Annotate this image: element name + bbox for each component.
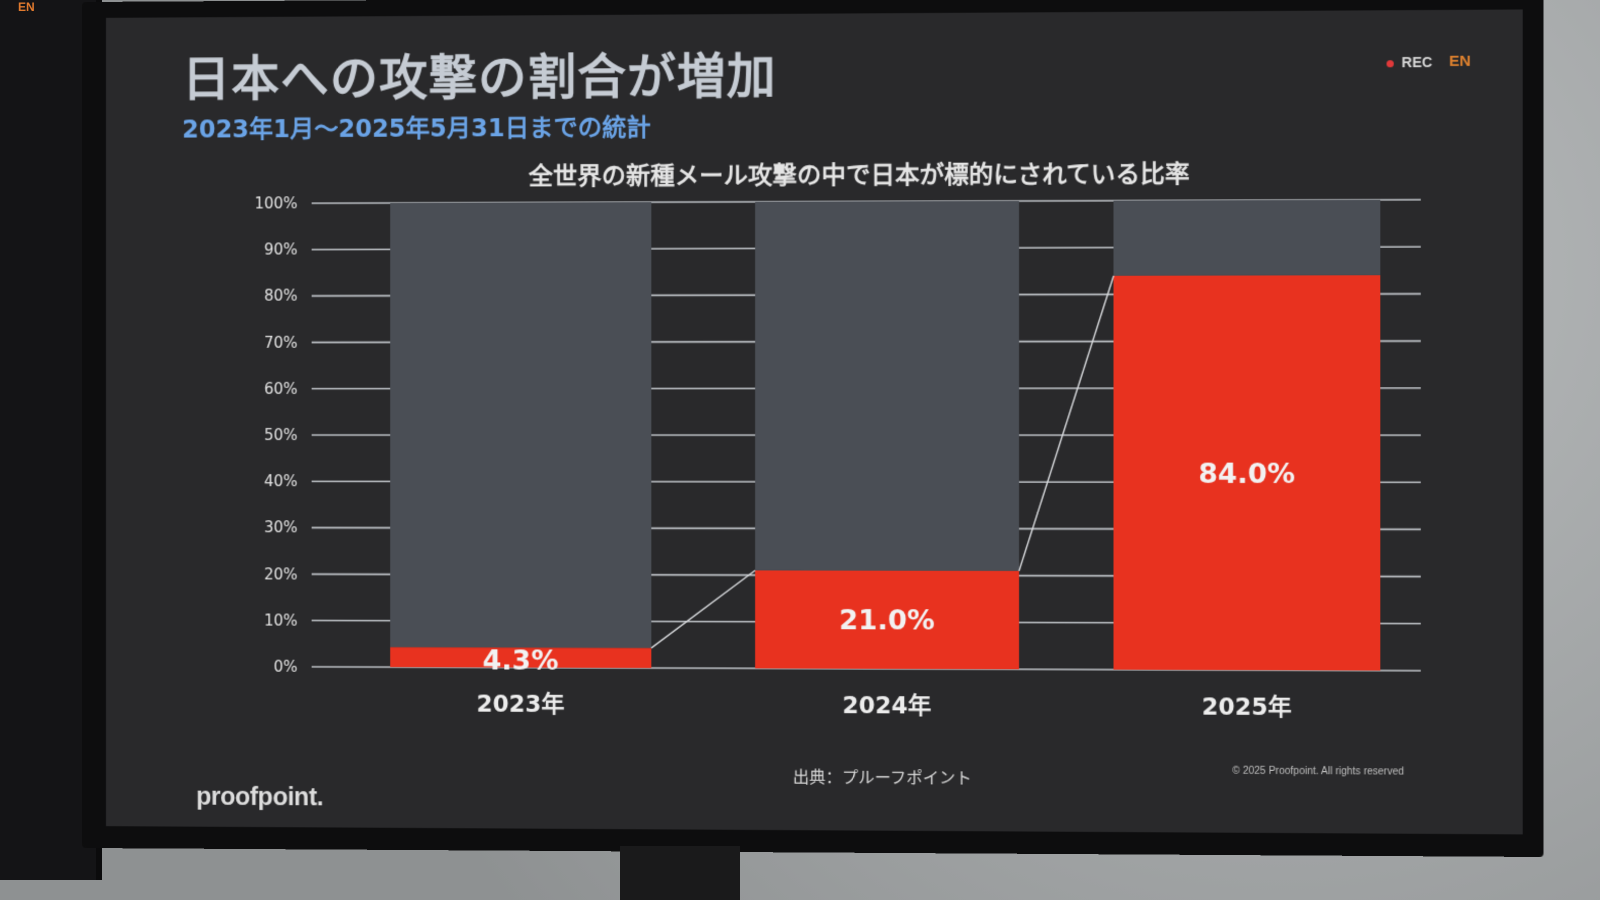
monitor-bezel: 日本への攻撃の割合が増加 2023年1月～2025年5月31日までの統計 REC… bbox=[82, 0, 1544, 857]
monitor-stand bbox=[620, 846, 740, 900]
data-label: 21.0% bbox=[839, 605, 935, 637]
y-tick-label: 100% bbox=[254, 194, 297, 212]
chart-bars bbox=[390, 200, 1380, 671]
source-credit: 出典：プルーフポイント bbox=[793, 763, 972, 788]
data-label: 84.0% bbox=[1198, 458, 1295, 490]
bar-remaining-share bbox=[390, 202, 651, 648]
x-axis-ticks: 2023年 2024年 2025年 bbox=[477, 691, 1292, 722]
y-tick-label: 80% bbox=[264, 287, 297, 305]
x-tick-label: 2025年 bbox=[1202, 693, 1292, 721]
data-label: 4.3% bbox=[483, 645, 559, 676]
bar-remaining-share bbox=[1114, 200, 1381, 276]
y-axis-ticks: 0% 10% 20% 30% 40% 50% 60% 70% 80% 90% 100% bbox=[254, 194, 297, 676]
proofpoint-logo: proofpoint. bbox=[196, 783, 323, 813]
slide-screen: 日本への攻撃の割合が増加 2023年1月～2025年5月31日までの統計 REC… bbox=[106, 9, 1523, 834]
x-tick-label: 2024年 bbox=[842, 692, 931, 720]
bar-remaining-share bbox=[755, 201, 1019, 571]
y-tick-label: 20% bbox=[264, 565, 297, 583]
connector-line bbox=[651, 570, 755, 648]
y-tick-label: 30% bbox=[264, 519, 297, 537]
stacked-bar-chart: 0% 10% 20% 30% 40% 50% 60% 70% 80% 90% 100% 4.3% 21… bbox=[106, 9, 1523, 834]
connector-line bbox=[1019, 276, 1114, 571]
y-tick-label: 50% bbox=[264, 426, 297, 444]
left-monitor-lang-tag: EN bbox=[18, 0, 35, 14]
y-tick-label: 0% bbox=[274, 658, 298, 676]
y-tick-label: 40% bbox=[264, 472, 297, 490]
x-tick-label: 2023年 bbox=[477, 691, 565, 719]
y-tick-label: 60% bbox=[264, 380, 297, 398]
y-tick-label: 10% bbox=[264, 611, 297, 629]
copyright-notice: © 2025 Proofpoint. All rights reserved bbox=[1232, 766, 1404, 778]
y-tick-label: 70% bbox=[264, 333, 297, 351]
y-tick-label: 90% bbox=[264, 241, 297, 259]
